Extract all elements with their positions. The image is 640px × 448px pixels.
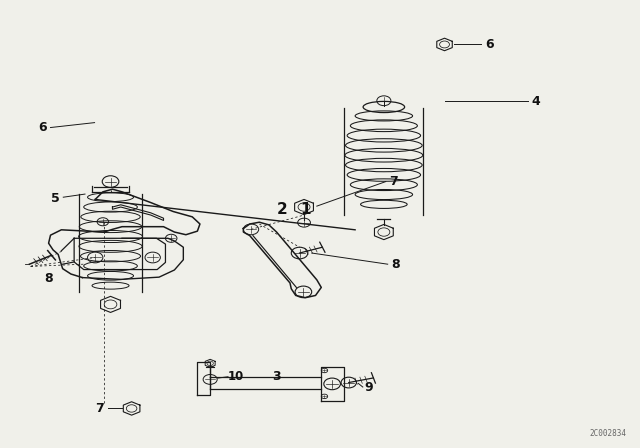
Text: 7: 7 [95,402,104,415]
Text: 7: 7 [389,175,398,188]
Text: 4: 4 [531,95,540,108]
Text: 9: 9 [364,380,373,393]
Text: 3: 3 [272,370,281,383]
Text: 5: 5 [51,192,60,205]
Text: 6: 6 [485,38,493,51]
Text: 10: 10 [228,370,244,383]
Text: 1: 1 [301,202,311,217]
Text: 2: 2 [276,202,287,217]
Text: 8: 8 [391,258,399,271]
Text: 2C002834: 2C002834 [589,429,627,439]
Text: 8: 8 [44,272,53,285]
Text: 6: 6 [38,121,47,134]
